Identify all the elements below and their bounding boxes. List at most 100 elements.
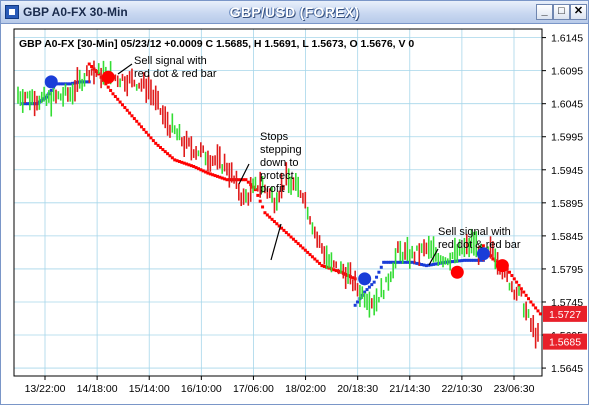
short-stop-dot: [310, 255, 314, 259]
annotation-stops: Stops stepping down to protect profit: [260, 131, 302, 195]
long-stop-dot: [403, 260, 407, 264]
short-stop-dot: [218, 175, 222, 179]
short-stop-dot: [149, 136, 153, 140]
short-stop-dot: [168, 154, 172, 158]
long-stop-dot: [68, 82, 72, 86]
short-stop-dot: [284, 231, 288, 235]
long-stop-dot: [49, 88, 53, 92]
short-stop-dot: [270, 217, 274, 221]
short-stop-dot: [130, 114, 134, 118]
long-stop-dot: [465, 258, 469, 262]
x-tick-label: 17/06:00: [233, 383, 274, 395]
short-stop-dot: [291, 237, 295, 241]
short-stop-dot: [151, 139, 155, 143]
long-stop-dot: [56, 82, 60, 86]
short-stop-dot: [265, 213, 269, 217]
short-stop-dot: [225, 178, 229, 182]
price-tag-label: 1.5685: [549, 337, 581, 349]
long-stop-dot: [410, 260, 414, 264]
long-stop-dot: [467, 258, 471, 262]
y-tick-label: 1.5995: [551, 132, 583, 144]
x-tick-label: 20/18:30: [337, 383, 378, 395]
annotation-arrow-3: [270, 223, 282, 261]
short-stop-dot: [109, 88, 113, 92]
short-stop-dot: [296, 242, 300, 246]
annotation-arrow-1: [117, 63, 133, 75]
long-stop-dot: [396, 260, 400, 264]
short-stop-dot: [139, 125, 143, 129]
long-stop-dot: [398, 260, 402, 264]
short-stop-dot: [301, 246, 305, 250]
long-stop-dot: [432, 262, 436, 266]
short-stop-dot: [263, 211, 267, 215]
short-stop-dot: [280, 226, 284, 230]
short-stop-dot: [320, 264, 324, 268]
short-stop-dot: [104, 82, 108, 86]
short-stop-dot: [313, 257, 317, 261]
long-stop-dot: [61, 82, 65, 86]
y-tick-label: 1.6045: [551, 99, 583, 111]
short-stop-dot: [194, 166, 198, 170]
short-stop-dot: [154, 141, 158, 145]
price-chart[interactable]: 1.56451.56951.57451.57951.58451.58951.59…: [1, 24, 588, 404]
short-stop-dot: [515, 280, 519, 284]
short-stop-dot: [211, 173, 215, 177]
short-stop-dot: [289, 235, 293, 239]
short-stop-dot: [187, 163, 191, 167]
short-stop-dot: [538, 312, 542, 316]
annotation-sell-signal-2: Sell signal with red dot & red bar: [438, 226, 521, 251]
short-stop-dot: [123, 106, 127, 110]
maximize-button[interactable]: □: [553, 4, 570, 20]
short-stop-dot: [282, 228, 286, 232]
short-stop-dot: [175, 159, 179, 163]
short-stop-dot: [158, 145, 162, 149]
annotation-sell-signal-1: Sell signal with red dot & red bar: [134, 55, 217, 80]
annotation-arrow-2: [238, 163, 250, 185]
long-stop-dot: [353, 303, 357, 307]
short-stop-dot: [306, 250, 310, 254]
signal-dots: [44, 70, 509, 286]
short-stop-dot: [315, 259, 319, 263]
short-stop-dot: [308, 253, 312, 257]
long-stop-dot: [460, 259, 464, 263]
short-stop-dot: [294, 239, 298, 243]
short-stop-dot: [116, 97, 120, 101]
short-stop-dot: [258, 199, 262, 203]
short-stop-dot: [189, 164, 193, 168]
long-stop-dot: [66, 82, 70, 86]
short-stop-dot: [268, 215, 272, 219]
long-stop-dot: [377, 270, 381, 274]
long-stop-dot: [365, 288, 369, 292]
short-stop-dot: [201, 169, 205, 173]
short-stop-dot: [177, 160, 181, 164]
short-stop-dot: [332, 268, 336, 272]
y-tick-label: 1.5845: [551, 231, 583, 243]
buy-signal-dot: [44, 75, 58, 89]
long-stop-dot: [470, 258, 474, 262]
x-tick-label: 13/22:00: [25, 383, 66, 395]
short-stop-dot: [170, 156, 174, 160]
price-tags: 1.5727 1.5685: [543, 305, 587, 350]
long-stop-dot: [434, 262, 438, 266]
buy-signal-dot: [358, 272, 372, 286]
short-stop-dot: [113, 95, 117, 99]
long-stop-dot: [23, 102, 27, 106]
y-tick-label: 1.5895: [551, 198, 583, 210]
short-stop-dot: [192, 164, 196, 168]
long-stop-dot: [415, 261, 419, 265]
short-stop-dot: [275, 222, 279, 226]
short-stop-dot: [508, 270, 512, 274]
y-tick-label: 1.6145: [551, 33, 583, 45]
chart-app-icon: [5, 5, 19, 19]
short-stop-dot: [213, 174, 217, 178]
close-button[interactable]: ✕: [570, 4, 587, 20]
short-stop-dot: [135, 119, 139, 123]
short-stop-dot: [242, 178, 246, 182]
x-tick-label: 16/10:00: [181, 383, 222, 395]
title-bar[interactable]: GBP A0-FX 30-Min GBP/USD (FOREX) _ □ ✕: [1, 1, 588, 24]
minimize-button[interactable]: _: [536, 4, 553, 20]
short-stop-dot: [246, 180, 250, 184]
short-stop-dot: [166, 152, 170, 156]
short-stop-dot: [163, 150, 167, 154]
price-tag-box: [543, 333, 587, 350]
